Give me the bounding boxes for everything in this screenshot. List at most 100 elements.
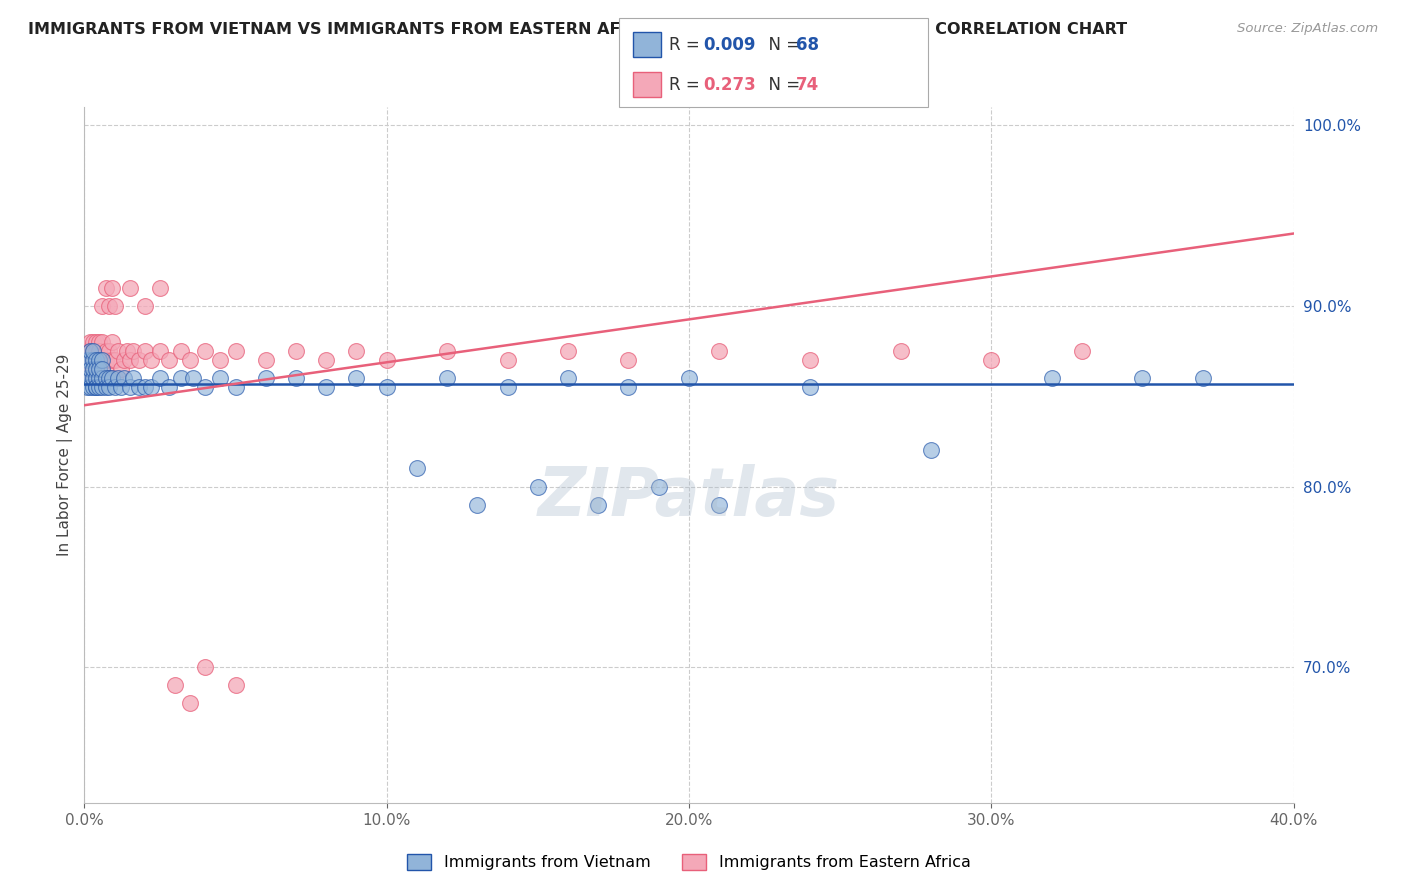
Point — [617, 380, 640, 394]
Point — [254, 371, 277, 385]
Point — [89, 371, 111, 385]
Point — [100, 371, 122, 385]
Point — [179, 353, 201, 368]
Point — [79, 353, 101, 368]
Point — [799, 380, 821, 394]
Legend: Immigrants from Vietnam, Immigrants from Eastern Africa: Immigrants from Vietnam, Immigrants from… — [399, 847, 979, 879]
Point — [76, 380, 98, 394]
Point — [1071, 344, 1094, 359]
Point — [82, 362, 104, 376]
Point — [107, 344, 129, 359]
Point — [128, 353, 150, 368]
Point — [225, 380, 247, 394]
Point — [76, 353, 98, 368]
Point — [97, 371, 120, 385]
Point — [89, 334, 111, 349]
Point — [91, 299, 114, 313]
Point — [86, 353, 108, 368]
Point — [94, 353, 117, 368]
Point — [890, 344, 912, 359]
Point — [134, 299, 156, 313]
Point — [91, 353, 114, 368]
Point — [1040, 371, 1063, 385]
Text: R =: R = — [669, 76, 706, 94]
Point — [76, 344, 98, 359]
Point — [194, 660, 217, 674]
Point — [139, 380, 162, 394]
Point — [157, 380, 180, 394]
Point — [709, 498, 731, 512]
Point — [678, 371, 700, 385]
Point — [86, 353, 108, 368]
Text: ZIPatlas: ZIPatlas — [538, 464, 839, 530]
Point — [557, 371, 579, 385]
Point — [97, 344, 120, 359]
Point — [82, 380, 104, 394]
Point — [1191, 371, 1213, 385]
Point — [346, 371, 368, 385]
Point — [91, 371, 114, 385]
Point — [94, 380, 117, 394]
Point — [194, 344, 217, 359]
Text: N =: N = — [758, 76, 806, 94]
Point — [91, 334, 114, 349]
Text: IMMIGRANTS FROM VIETNAM VS IMMIGRANTS FROM EASTERN AFRICA IN LABOR FORCE | AGE 2: IMMIGRANTS FROM VIETNAM VS IMMIGRANTS FR… — [28, 22, 1128, 38]
Point — [104, 353, 127, 368]
Point — [76, 353, 98, 368]
Point — [76, 362, 98, 376]
Point — [149, 371, 172, 385]
Point — [170, 344, 193, 359]
Point — [82, 344, 104, 359]
Point — [1130, 371, 1153, 385]
Point — [94, 362, 117, 376]
Point — [149, 281, 172, 295]
Point — [82, 353, 104, 368]
Point — [115, 344, 138, 359]
Point — [709, 344, 731, 359]
Point — [118, 353, 141, 368]
Point — [107, 371, 129, 385]
Point — [97, 299, 120, 313]
Point — [97, 371, 120, 385]
Point — [254, 353, 277, 368]
Point — [112, 353, 135, 368]
Point — [194, 380, 217, 394]
Point — [82, 344, 104, 359]
Point — [86, 371, 108, 385]
Text: 74: 74 — [796, 76, 820, 94]
Point — [209, 353, 232, 368]
Point — [100, 281, 122, 295]
Point — [89, 371, 111, 385]
Point — [79, 344, 101, 359]
Point — [496, 353, 519, 368]
Point — [170, 371, 193, 385]
Point — [209, 371, 232, 385]
Point — [617, 353, 640, 368]
Point — [526, 479, 548, 493]
Point — [79, 362, 101, 376]
Point — [181, 371, 204, 385]
Point — [89, 344, 111, 359]
Point — [89, 380, 111, 394]
Point — [436, 371, 458, 385]
Text: 68: 68 — [796, 36, 818, 54]
Point — [375, 380, 398, 394]
Point — [79, 344, 101, 359]
Point — [79, 334, 101, 349]
Point — [110, 362, 132, 376]
Point — [94, 344, 117, 359]
Point — [86, 344, 108, 359]
Point — [110, 380, 132, 394]
Point — [557, 344, 579, 359]
Point — [118, 380, 141, 394]
Point — [284, 344, 308, 359]
Point — [980, 353, 1002, 368]
Point — [79, 371, 101, 385]
Point — [179, 697, 201, 711]
Point — [79, 380, 101, 394]
Point — [91, 353, 114, 368]
Point — [82, 334, 104, 349]
Point — [112, 371, 135, 385]
Point — [82, 371, 104, 385]
Point — [406, 461, 429, 475]
